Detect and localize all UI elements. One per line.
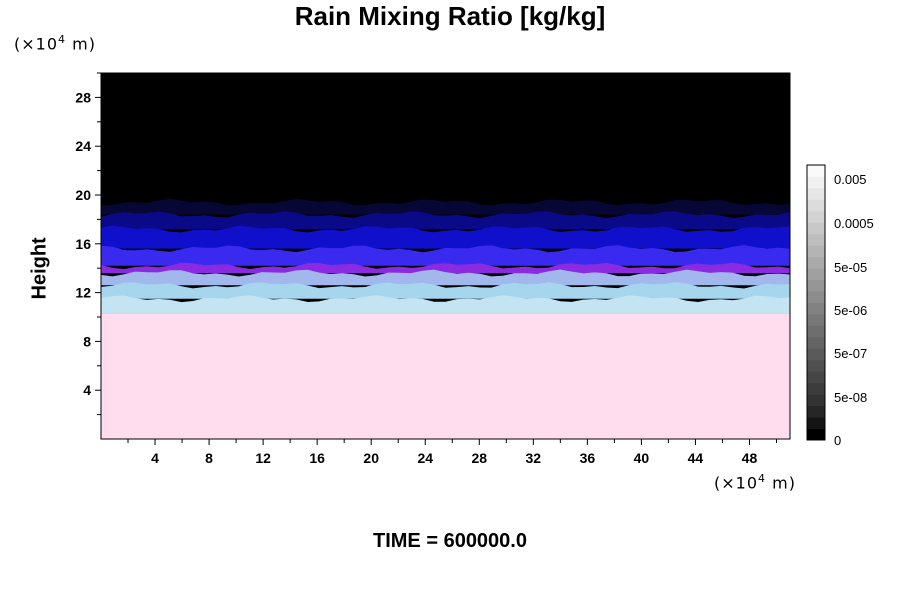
y-tick-label: 16 [75, 236, 91, 252]
x-tick-label: 40 [634, 450, 650, 466]
x-tick-label: 4 [151, 450, 159, 466]
y-tick-label: 20 [75, 187, 91, 203]
colorbar-swatch [807, 222, 825, 235]
colorbar-label: 5e-06 [834, 303, 867, 318]
colorbar-label: 0.0005 [834, 216, 874, 231]
y-ticks: 4 8 12 16 20 24 28 [75, 72, 101, 416]
colorbar-swatch [807, 405, 825, 418]
x-ticks: 4 8 12 16 20 24 28 32 36 40 44 48 [127, 439, 777, 466]
y-tick-label: 28 [75, 89, 91, 105]
heatmap-band [101, 269, 790, 286]
y-tick-label: 8 [83, 333, 91, 349]
plot-border [100, 72, 791, 440]
heatmap-layers [101, 73, 790, 439]
heatmap-band [101, 225, 790, 249]
colorbar-swatch [807, 348, 825, 361]
colorbar-swatch [807, 394, 825, 407]
colorbar-swatch [807, 371, 825, 384]
heatmap-band [101, 313, 790, 439]
chart-title: Rain Mixing Ratio [kg/kg] [294, 1, 606, 31]
x-tick-label: 44 [688, 450, 704, 466]
x-tick-label: 12 [255, 450, 271, 466]
y-tick-label: 12 [75, 285, 91, 301]
x-tick-label: 48 [742, 450, 758, 466]
heatmap-band [101, 211, 790, 230]
heatmap-band [101, 73, 790, 203]
colorbar-swatch [807, 233, 825, 246]
x-tick-label: 20 [363, 450, 379, 466]
colorbar-swatch [807, 210, 825, 223]
y-unit-label: (×104 m) [14, 33, 96, 54]
x-tick-label: 36 [580, 450, 596, 466]
colorbar-swatch [807, 268, 825, 280]
colorbar-border [806, 164, 826, 441]
colorbar-swatch [807, 382, 825, 395]
colorbar: 0.005 0.0005 5e-05 5e-06 5e-07 5e-08 0 [806, 164, 874, 448]
colorbar-swatch [807, 187, 825, 200]
colorbar-swatch [807, 313, 825, 326]
colorbar-swatch [807, 279, 825, 292]
x-tick-label: 32 [526, 450, 542, 466]
colorbar-swatch [807, 428, 825, 441]
x-tick-label: 16 [309, 450, 325, 466]
colorbar-label: 0.005 [834, 172, 867, 187]
colorbar-swatch [807, 199, 825, 212]
colorbar-label: 5e-07 [834, 346, 867, 361]
x-tick-label: 24 [417, 450, 433, 466]
x-tick-label: 28 [471, 450, 487, 466]
y-tick-label: 24 [75, 138, 91, 154]
heatmap-band [101, 198, 790, 215]
y-tick-label: 4 [83, 382, 91, 398]
colorbar-swatch [807, 176, 825, 189]
heatmap-band [101, 245, 790, 266]
plot-frame [100, 72, 791, 440]
colorbar-swatch [807, 245, 825, 258]
colorbar-swatch [807, 256, 825, 269]
heatmap-band [101, 262, 790, 274]
colorbar-swatch [807, 359, 825, 372]
colorbar-swatch [807, 417, 825, 429]
colorbar-swatch [807, 325, 825, 338]
colorbar-swatch [807, 336, 825, 349]
colorbar-swatch [807, 302, 825, 315]
heatmap-band [101, 282, 790, 299]
colorbar-label: 5e-08 [834, 390, 867, 405]
x-unit-label: (×104 m) [714, 472, 796, 493]
colorbar-label: 5e-05 [834, 260, 867, 275]
colorbar-swatch [807, 165, 825, 177]
colorbar-swatch [807, 291, 825, 303]
heatmap-band [101, 295, 790, 314]
x-tick-label: 8 [205, 450, 213, 466]
colorbar-label: 0 [834, 433, 841, 448]
time-label: TIME = 600000.0 [373, 530, 527, 552]
